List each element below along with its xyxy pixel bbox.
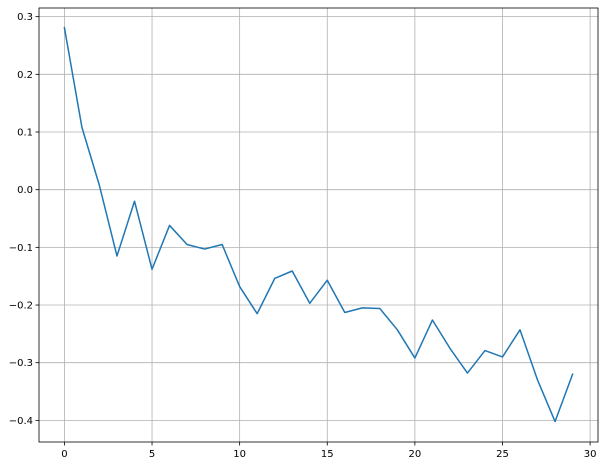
x-tick-label: 5 [149,449,155,460]
grid [39,8,598,442]
x-tick-label: 25 [496,449,509,460]
y-tick-label: −0.2 [9,301,33,312]
y-tick-label: −0.4 [9,416,33,427]
y-axis: 0.3 0.2 0.1 0.0 −0.1 −0.2 −0.3 −0.4 [9,12,39,427]
y-tick-label: 0.3 [17,12,33,23]
x-tick-label: 30 [584,449,597,460]
plot-frame [38,7,599,443]
x-tick-label: 15 [321,449,334,460]
y-tick-label: −0.1 [9,243,33,254]
x-tick-label: 10 [233,449,246,460]
x-axis: 0 5 10 15 20 25 30 [61,442,596,460]
series-line [63,26,574,423]
y-tick-label: −0.3 [9,358,33,369]
y-tick-label: 0.1 [17,128,33,139]
y-tick-label: 0.0 [17,185,33,196]
x-tick-label: 0 [61,449,67,460]
x-tick-label: 20 [409,449,422,460]
series-layer [63,26,574,423]
y-tick-label: 0.2 [17,70,33,81]
